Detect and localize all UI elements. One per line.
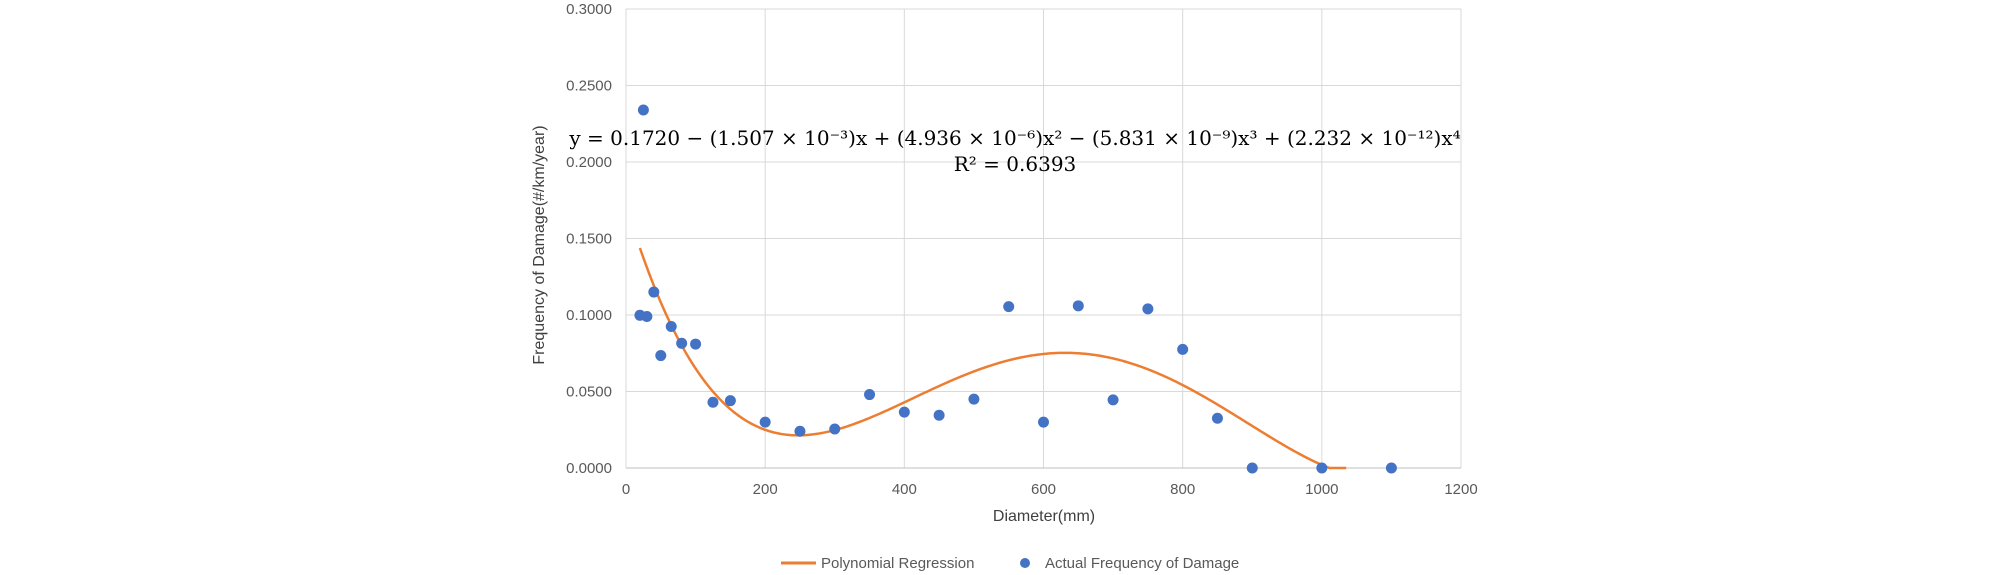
x-tick-label: 200 [753, 481, 778, 498]
y-axis-title: Frequency of Damage(#/km/year) [531, 125, 548, 364]
legend-marker-swatch [1020, 558, 1030, 568]
data-point [864, 389, 876, 401]
y-tick-label: 0.0500 [566, 384, 612, 401]
y-tick-label: 0.1500 [566, 231, 612, 248]
data-point [1072, 300, 1084, 312]
data-point [676, 337, 688, 349]
y-tick-label: 0.2000 [566, 154, 612, 171]
data-point [690, 338, 702, 350]
gridlines [626, 8, 1462, 468]
data-point [1316, 462, 1328, 474]
r-squared-label: R² = 0.6393 [954, 152, 1077, 176]
tick-labels: 0.0000 0.0500 0.1000 0.1500 0.2000 0.2500 0.30… [566, 1, 1478, 498]
regression-equation: y = 0.1720 − (1.507 × 10⁻³)x + (4.936 × … [568, 126, 1460, 150]
data-point [794, 425, 806, 437]
x-tick-label: 1000 [1305, 481, 1338, 498]
data-point [1211, 412, 1223, 424]
data-point [1003, 301, 1015, 313]
data-point [933, 409, 945, 421]
data-point [1246, 462, 1258, 474]
data-point [648, 286, 660, 298]
data-point [898, 406, 910, 418]
data-point [1177, 343, 1189, 355]
legend-label-actual: Actual Frequency of Damage [1045, 555, 1239, 572]
y-tick-label: 0.1000 [566, 307, 612, 324]
y-tick-label: 0.0000 [566, 460, 612, 477]
x-tick-label: 800 [1170, 481, 1195, 498]
data-point [655, 350, 667, 362]
x-tick-label: 400 [892, 481, 917, 498]
legend: Polynomial Regression Actual Frequency o… [781, 555, 1239, 572]
data-point [641, 311, 653, 323]
x-tick-label: 600 [1031, 481, 1056, 498]
data-point [724, 395, 736, 407]
x-axis-title: Diameter(mm) [993, 508, 1095, 525]
x-tick-label: 1200 [1444, 481, 1477, 498]
legend-label-regression: Polynomial Regression [821, 555, 974, 572]
data-points [634, 104, 1397, 474]
regression-curve [638, 247, 1347, 470]
data-point [637, 104, 649, 116]
data-point [1107, 394, 1119, 406]
y-tick-label: 0.2500 [566, 78, 612, 95]
data-point [968, 393, 980, 405]
y-tick-label: 0.3000 [566, 1, 612, 18]
data-point [1385, 462, 1397, 474]
regression-line-group [638, 247, 1347, 470]
data-point [665, 320, 677, 332]
data-point [707, 396, 719, 408]
data-point [1038, 416, 1049, 428]
data-point [829, 423, 841, 435]
x-tick-label: 0 [622, 481, 630, 498]
data-point [759, 416, 771, 428]
data-point [1142, 303, 1154, 315]
